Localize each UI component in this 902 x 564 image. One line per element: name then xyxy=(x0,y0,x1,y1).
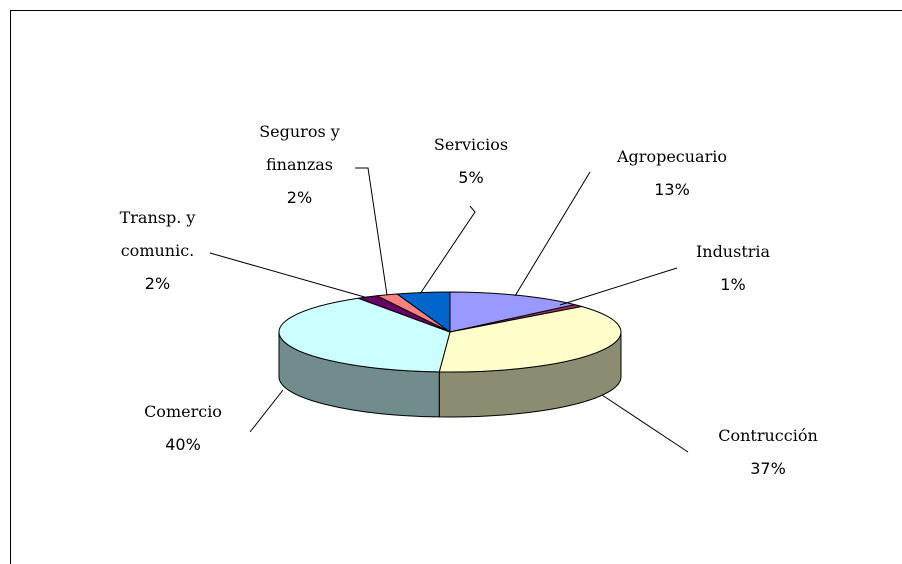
data-label: Contrucción 37% xyxy=(693,419,843,485)
category-label: Comercio xyxy=(144,402,222,421)
value-label: 13% xyxy=(654,180,690,199)
category-label: Seguros y finanzas xyxy=(259,122,340,174)
slice xyxy=(449,291,575,333)
slice xyxy=(438,305,622,373)
data-label: Comercio 40% xyxy=(123,395,243,461)
value-label: 37% xyxy=(750,459,786,478)
data-label: Transp. y comunic. 2% xyxy=(100,201,215,300)
slice xyxy=(395,291,451,333)
data-label: Industria 1% xyxy=(673,235,793,301)
leader-line xyxy=(209,252,369,299)
data-label: Seguros y finanzas 2% xyxy=(242,115,357,214)
category-label: Agropecuario xyxy=(617,147,727,166)
frame xyxy=(10,10,902,564)
category-label: Servicios xyxy=(433,135,509,154)
data-label: Servicios 5% xyxy=(411,128,531,194)
leader-line xyxy=(559,267,678,306)
value-label: 1% xyxy=(720,275,746,294)
data-label: Agropecuario 13% xyxy=(602,140,742,206)
leader-line xyxy=(249,389,284,433)
value-label: 2% xyxy=(144,274,171,293)
leader-line xyxy=(601,394,689,453)
value-label: 5% xyxy=(458,168,484,187)
category-label: Contrucción xyxy=(718,426,818,445)
category-label: Transp. y comunic. xyxy=(119,208,196,260)
leader-line xyxy=(419,205,476,295)
category-label: Industria xyxy=(695,242,771,261)
leader-line xyxy=(514,171,591,297)
value-label: 2% xyxy=(286,188,313,207)
leader-line xyxy=(355,167,388,296)
value-label: 40% xyxy=(165,435,201,454)
